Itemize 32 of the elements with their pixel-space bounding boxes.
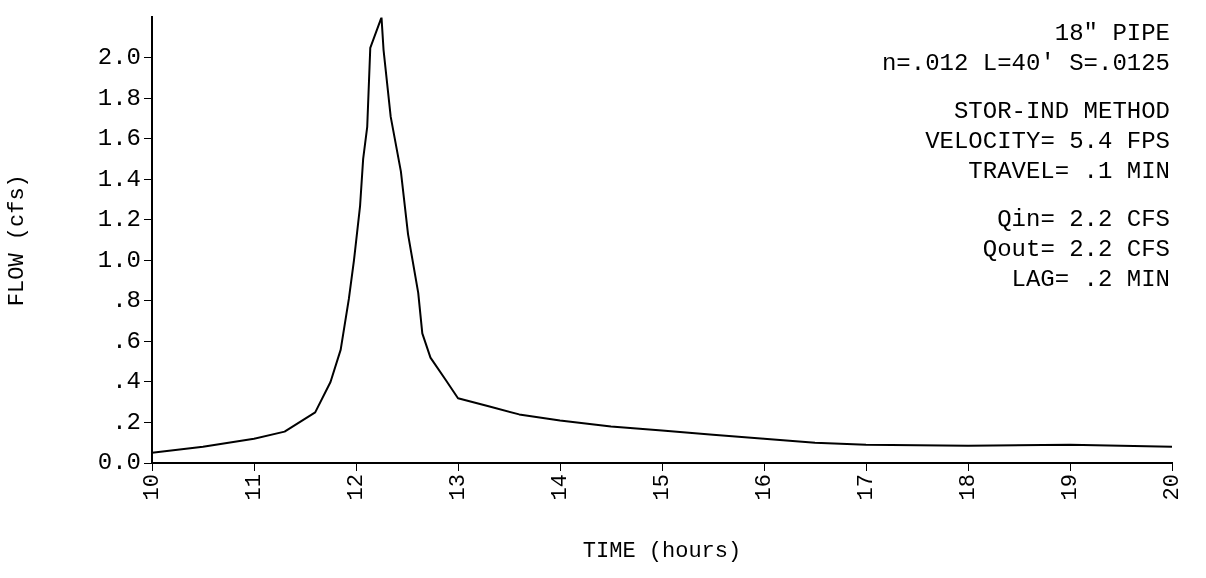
y-tick-label: 1.8 bbox=[97, 84, 141, 112]
x-tick-label: 20 bbox=[1159, 474, 1185, 501]
x-tick-label: 19 bbox=[1057, 474, 1083, 501]
x-tick-label: 10 bbox=[139, 474, 165, 501]
y-tick-label: 1.2 bbox=[97, 206, 141, 234]
x-tick-label: 15 bbox=[649, 474, 675, 501]
y-axis-title: FLOW (cfs) bbox=[5, 174, 31, 307]
annotation: Qin= 2.2 CFS bbox=[997, 205, 1170, 233]
x-axis-title: TIME (hours) bbox=[582, 538, 742, 564]
x-tick-label: 16 bbox=[751, 474, 777, 501]
annotation: Qout= 2.2 CFS bbox=[982, 235, 1170, 263]
x-tick-label: 13 bbox=[445, 474, 471, 501]
y-tick-label: .2 bbox=[112, 408, 141, 436]
y-tick-label: 0.0 bbox=[97, 449, 141, 477]
annotation: n=.012 L=40' S=.0125 bbox=[881, 49, 1170, 77]
annotation: STOR-IND METHOD bbox=[953, 97, 1170, 125]
annotation: LAG= .2 MIN bbox=[1011, 265, 1170, 293]
y-tick-label: 2.0 bbox=[97, 44, 141, 72]
y-tick-label: .6 bbox=[112, 327, 141, 355]
y-tick-label: .4 bbox=[112, 368, 141, 396]
x-tick-label: 17 bbox=[853, 474, 879, 501]
y-tick-label: 1.4 bbox=[97, 165, 141, 193]
y-tick-label: 1.6 bbox=[97, 125, 141, 153]
y-tick-label: 1.0 bbox=[97, 246, 141, 274]
annotation: TRAVEL= .1 MIN bbox=[968, 157, 1170, 185]
x-tick-label: 18 bbox=[955, 474, 981, 501]
y-tick-label: .8 bbox=[112, 287, 141, 315]
x-tick-label: 14 bbox=[547, 474, 573, 501]
x-tick-label: 11 bbox=[241, 474, 267, 501]
x-tick-label: 12 bbox=[343, 474, 369, 501]
annotation: VELOCITY= 5.4 FPS bbox=[925, 127, 1170, 155]
annotation: 18" PIPE bbox=[1054, 19, 1170, 47]
